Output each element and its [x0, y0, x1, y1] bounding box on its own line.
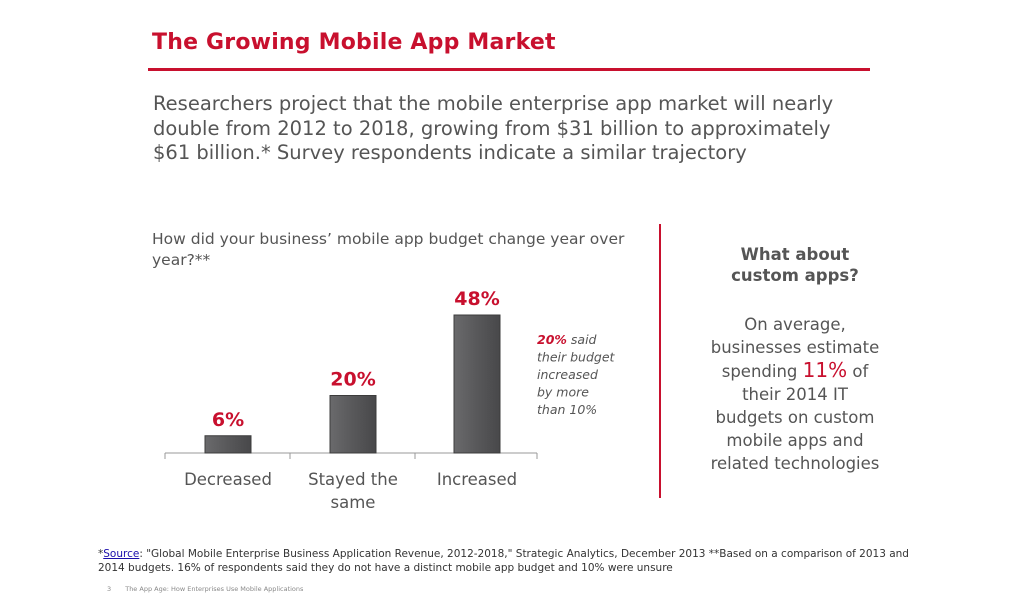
source-link[interactable]: Source	[103, 548, 140, 560]
annotation-emphasis: 20%	[537, 332, 567, 347]
sidebar-body: On average, businesses estimate spending…	[680, 313, 910, 475]
annotation-line: their budget	[537, 350, 616, 365]
data-label: 6%	[212, 409, 244, 431]
x-tick-label: same	[331, 493, 376, 512]
data-label: 48%	[454, 288, 499, 310]
annotation-line: by more	[537, 385, 589, 400]
sidebar-body-line1: On average,	[744, 315, 846, 334]
sidebar-body-line2: businesses estimate	[710, 338, 880, 357]
page-number: 3	[107, 585, 112, 593]
sidebar-heading-line1: What about	[740, 245, 850, 264]
footnote: *Source: "Global Mobile Enterprise Busin…	[98, 547, 918, 575]
sidebar-heading: What about custom apps?	[690, 244, 900, 286]
sidebar-heading-line2: custom apps?	[731, 266, 859, 285]
footnote-asterisk: *	[98, 548, 104, 560]
bar-increased	[453, 314, 501, 454]
sidebar-body-line6: mobile apps and	[726, 431, 864, 450]
bar-stayed-the-same	[329, 395, 377, 454]
footer-text: The App Age: How Enterprises Use Mobile …	[125, 585, 304, 593]
annotation-text: said	[567, 332, 597, 347]
column-divider	[659, 224, 661, 498]
x-tick-label: Stayed the	[308, 470, 398, 489]
sidebar-body-post: of	[847, 362, 869, 381]
data-label: 20%	[330, 369, 375, 391]
sidebar-body-pre: spending	[721, 362, 803, 381]
annotation-line: increased	[537, 367, 598, 382]
chart-question: How did your business’ mobile app budget…	[152, 230, 625, 269]
x-tick-label: Decreased	[184, 470, 272, 489]
bar-chart: 6% Decreased 20% Stayed the same 48% Increased…	[164, 288, 616, 512]
sidebar-body-line4: their 2014 IT	[742, 385, 848, 404]
sidebar-highlight-value: 11%	[802, 358, 848, 382]
page-title: The Growing Mobile App Market	[152, 30, 556, 55]
title-underline	[148, 68, 870, 71]
sidebar-body-line5: budgets on custom	[715, 408, 875, 427]
lead-paragraph: Researchers project that the mobile ente…	[153, 92, 834, 164]
footnote-text: : "Global Mobile Enterprise Business App…	[98, 548, 909, 574]
sidebar-body-line7: related technologies	[710, 454, 880, 473]
annotation-line-first: 20% said	[537, 332, 597, 347]
page-footer: 3 The App Age: How Enterprises Use Mobil…	[107, 585, 303, 593]
annotation-line: than 10%	[537, 402, 597, 417]
sidebar-body-line3: spending 11% of	[680, 359, 910, 383]
x-tick-label: Increased	[437, 470, 517, 489]
bar-decreased	[204, 435, 252, 454]
